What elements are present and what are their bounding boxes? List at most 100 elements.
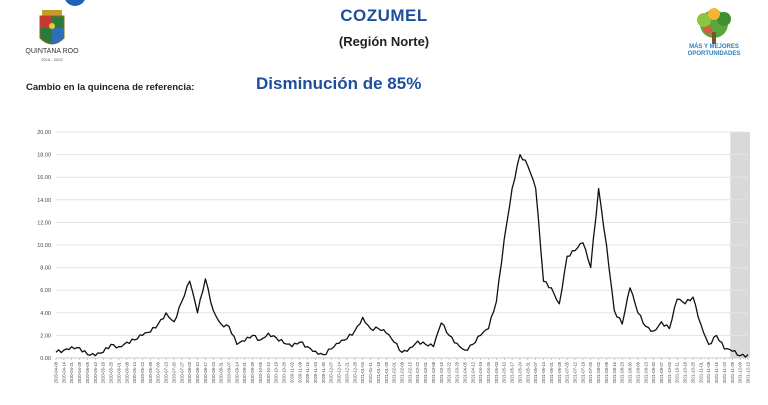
x-tick-label: 2021-08-09 [604, 361, 609, 383]
x-tick-label: 2021-04-26 [486, 361, 491, 383]
line-chart: 0.00 2.00 4.00 6.00 8.00 10.00 12.00 14.00 16.00… [37, 130, 751, 383]
logo-left-label: QUINTANA ROO [25, 48, 79, 55]
x-tick-label: 2021-10-25 [690, 361, 695, 383]
x-tick-label: 2020-09-14 [234, 361, 239, 383]
x-tick-label: 2021-03-15 [439, 361, 444, 383]
x-tick-label: 2020-11-16 [305, 361, 310, 383]
x-tick-label: 2020-07-27 [179, 361, 184, 383]
y-tick-label: 6.00 [40, 288, 51, 294]
x-tick-label: 2021-07-26 [588, 361, 593, 383]
y-tick-label: 0.00 [40, 356, 51, 362]
x-tick-label: 2020-12-07 [329, 361, 334, 383]
x-tick-label: 2021-01-11 [368, 361, 373, 383]
x-tick-label: 2021-04-19 [478, 361, 483, 383]
x-tick-label: 2020-11-09 [297, 361, 302, 383]
y-tick-label: 20.00 [37, 130, 51, 136]
x-tick-label: 2020-11-23 [313, 361, 318, 383]
x-tick-label: 2021-05-24 [517, 361, 522, 383]
y-tick-label: 2.00 [40, 333, 51, 339]
x-tick-label: 2021-08-02 [596, 361, 601, 383]
x-tick-label: 2021-05-17 [510, 361, 515, 383]
reference-value: Disminución de 85% [256, 74, 422, 93]
x-tick-label: 2021-07-12 [573, 361, 578, 383]
x-tick-label: 2021-09-13 [643, 361, 648, 383]
x-tick-label: 2020-10-12 [266, 361, 271, 383]
tree-logo [697, 8, 731, 44]
x-tick-label: 2020-08-31 [219, 361, 224, 383]
x-tick-label: 2021-10-04 [667, 361, 672, 383]
x-tick-label: 2020-07-20 [171, 361, 176, 383]
x-tick-label: 2021-09-06 [635, 361, 640, 383]
x-tick-label: 2021-10-11 [675, 361, 680, 383]
x-tick-label: 2020-05-05 [85, 361, 90, 383]
y-tick-label: 12.00 [37, 220, 51, 226]
x-tick-label: 2021-03-01 [423, 361, 428, 383]
reference-label: Cambio en la quincena de referencia: [26, 82, 195, 93]
x-tick-label: 2021-06-21 [549, 361, 554, 383]
y-tick-label: 4.00 [40, 311, 51, 317]
x-tick-label: 2021-01-04 [360, 361, 365, 383]
x-tick-label: 2020-04-21 [69, 361, 74, 383]
x-tick-label: 2020-12-14 [337, 361, 342, 383]
x-tick-label: 2020-06-08 [124, 361, 129, 383]
x-tick-label: 2020-08-03 [187, 361, 192, 383]
x-tick-label: 2021-02-08 [400, 361, 405, 383]
x-tick-label: 2020-09-07 [227, 361, 232, 383]
x-tick-label: 2021-11-01 [698, 361, 703, 383]
x-tick-label: 2021-08-16 [612, 361, 617, 383]
x-tick-label: 2021-06-28 [557, 361, 562, 383]
x-tick-label: 2021-06-07 [533, 361, 538, 383]
page-title: COZUMEL [340, 6, 428, 25]
top-corner-shape [64, 0, 86, 6]
x-tick-label: 2021-10-18 [683, 361, 688, 383]
x-tick-label: 2021-11-15 [714, 361, 719, 383]
x-tick-label: 2020-10-26 [282, 361, 287, 383]
logo-left-sublabel: 2016 - 2022 [41, 57, 63, 62]
x-tick-label: 2020-07-13 [164, 361, 169, 383]
y-tick-label: 10.00 [37, 243, 51, 249]
x-tick-label: 2021-08-30 [628, 361, 633, 383]
x-tick-label: 2021-05-31 [525, 361, 530, 383]
x-tick-label: 2020-10-05 [258, 361, 263, 383]
y-tick-label: 16.00 [37, 175, 51, 181]
x-tick-label: 2020-06-22 [140, 361, 145, 383]
x-tick-label: 2021-11-08 [706, 361, 711, 383]
x-tick-label: 2021-05-10 [502, 361, 507, 383]
x-tick-label: 2020-07-06 [156, 361, 161, 383]
x-tick-label: 2020-05-18 [101, 361, 106, 383]
x-tick-label: 2021-02-15 [407, 361, 412, 383]
x-tick-label: 2021-07-05 [565, 361, 570, 383]
x-tick-label: 2021-08-23 [620, 361, 625, 383]
y-tick-label: 18.00 [37, 153, 51, 159]
x-tick-label: 2020-12-21 [344, 361, 349, 383]
page-subtitle: (Región Norte) [338, 34, 430, 49]
x-tick-label: 2020-05-10 [93, 361, 98, 383]
x-tick-label: 2021-11-29 [730, 361, 735, 383]
x-tick-label: 2021-02-01 [392, 361, 397, 383]
x-tick-label: 2021-06-14 [541, 361, 546, 383]
x-tick-label: 2020-11-02 [289, 361, 294, 383]
x-tick-label: 2020-09-21 [242, 361, 247, 383]
x-tick-label: 2020-11-30 [321, 361, 326, 383]
x-tick-label: 2021-04-05 [462, 361, 467, 383]
x-tick-label: 2020-08-17 [203, 361, 208, 383]
x-tick-label: 2021-12-15 [746, 361, 751, 383]
x-tick-label: 2020-10-19 [274, 361, 279, 383]
y-tick-label: 8.00 [40, 266, 51, 272]
x-tick-label: 2020-08-10 [195, 361, 200, 383]
logo-right-label: MÁS Y MEJORES OPORTUNIDADES [687, 44, 741, 57]
x-tick-label: 2021-12-06 [738, 361, 743, 383]
x-tick-label: 2020-04-08 [54, 361, 59, 383]
x-tick-label: 2020-06-01 [116, 361, 121, 383]
x-tick-label: 2021-01-25 [384, 361, 389, 383]
x-tick-label: 2021-04-12 [470, 361, 475, 383]
x-tick-label: 2021-03-22 [447, 361, 452, 383]
series-line [55, 153, 749, 358]
x-tick-label: 2020-09-28 [250, 361, 255, 383]
y-tick-label: 14.00 [37, 198, 51, 204]
x-tick-label: 2021-03-08 [431, 361, 436, 383]
x-tick-label: 2020-04-28 [77, 361, 82, 383]
x-tick-label: 2020-06-14 [132, 361, 137, 383]
x-tick-label: 2020-04-14 [61, 361, 66, 383]
x-tick-label: 2021-11-22 [722, 361, 727, 383]
